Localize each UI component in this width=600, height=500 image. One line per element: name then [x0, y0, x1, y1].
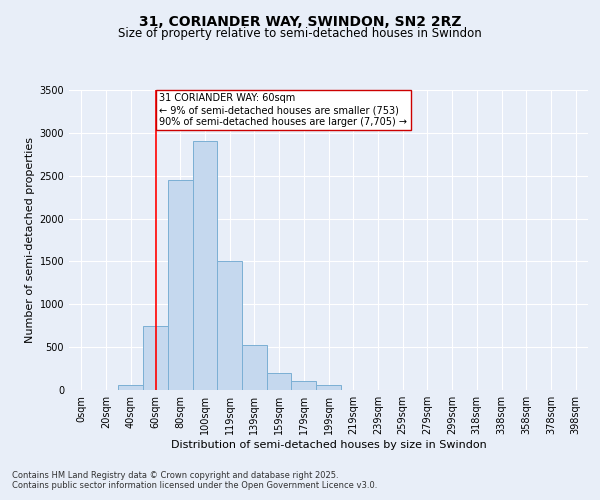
Text: Contains HM Land Registry data © Crown copyright and database right 2025.
Contai: Contains HM Land Registry data © Crown c…	[12, 470, 377, 490]
Bar	[118, 385, 143, 390]
Y-axis label: Number of semi-detached properties: Number of semi-detached properties	[25, 137, 35, 343]
Text: 31, CORIANDER WAY, SWINDON, SN2 2RZ: 31, CORIANDER WAY, SWINDON, SN2 2RZ	[139, 16, 461, 30]
Bar	[316, 385, 341, 390]
Bar	[242, 346, 267, 390]
Text: 31 CORIANDER WAY: 60sqm
← 9% of semi-detached houses are smaller (753)
90% of se: 31 CORIANDER WAY: 60sqm ← 9% of semi-det…	[159, 94, 407, 126]
Bar	[193, 142, 217, 390]
Bar	[143, 326, 168, 390]
X-axis label: Distribution of semi-detached houses by size in Swindon: Distribution of semi-detached houses by …	[170, 440, 487, 450]
Bar	[217, 262, 242, 390]
Text: Size of property relative to semi-detached houses in Swindon: Size of property relative to semi-detach…	[118, 27, 482, 40]
Bar	[292, 382, 316, 390]
Bar	[168, 180, 193, 390]
Bar	[267, 373, 292, 390]
